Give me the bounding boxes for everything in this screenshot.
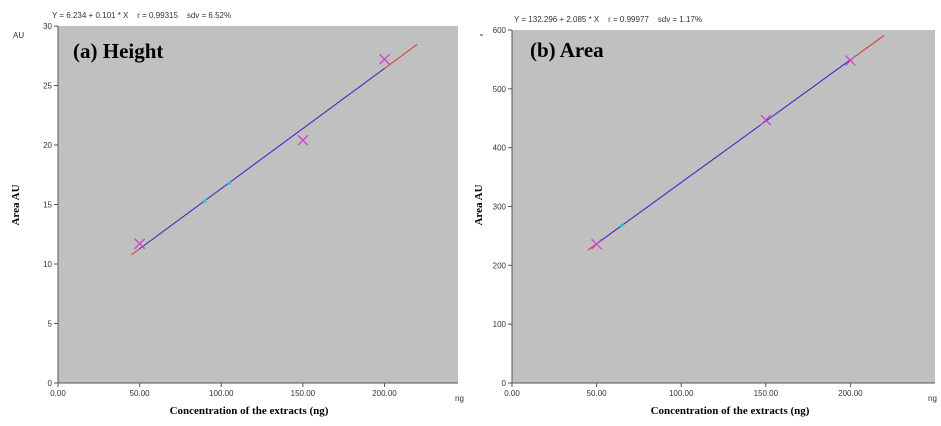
cross-stroke bbox=[134, 238, 146, 250]
y-tick-label: 15 bbox=[43, 201, 52, 210]
y-tick-label: 0 bbox=[48, 379, 53, 388]
y-tick-label: 600 bbox=[493, 26, 507, 35]
y-tick-label: 30 bbox=[43, 22, 52, 31]
data-point-dot bbox=[620, 223, 624, 227]
x-tick-label: 50.00 bbox=[130, 389, 151, 398]
y-tick-label: 10 bbox=[43, 260, 52, 269]
y-tick-label: 25 bbox=[43, 82, 52, 91]
x-unit-label: ng bbox=[455, 394, 464, 403]
x-tick-label: 100.00 bbox=[669, 389, 694, 398]
data-point-cross bbox=[379, 53, 390, 65]
y-axis-title: Area AU bbox=[10, 184, 22, 225]
data-point-cross bbox=[591, 238, 603, 250]
y-unit-label: AU bbox=[13, 31, 24, 40]
chart-height: 0 5 10 15 20 25 30 0.00 50.00 100.00 150.00 200.00 Y… bbox=[10, 11, 464, 417]
x-tick-label: 200.00 bbox=[372, 389, 397, 398]
x-tick-label: 150.00 bbox=[291, 389, 316, 398]
regression-line bbox=[139, 68, 385, 250]
x-axis-title: Concentration of the extracts (ng) bbox=[170, 405, 329, 417]
data-point-cross bbox=[760, 114, 772, 126]
x-tick-label: 100.00 bbox=[209, 389, 234, 398]
y-tick-label: 200 bbox=[493, 261, 507, 270]
y-tick-label: 20 bbox=[43, 141, 52, 150]
x-tick-label: 200.00 bbox=[838, 389, 863, 398]
y-axis-title: Area AU bbox=[473, 184, 485, 225]
x-tick-label: 0.00 bbox=[504, 389, 520, 398]
x-tick-label: 50.00 bbox=[587, 389, 608, 398]
regression-equation: Y = 6.234 + 0.101 * X r = 0.99315 sdv = … bbox=[52, 11, 231, 20]
x-tick-label: 0.00 bbox=[50, 389, 66, 398]
panel-title: (b) Area bbox=[530, 38, 604, 62]
data-point-dot bbox=[203, 199, 207, 203]
data-point-cross bbox=[844, 55, 856, 67]
plot-area bbox=[512, 30, 935, 383]
y-tick-label: 5 bbox=[48, 320, 53, 329]
regression-line bbox=[596, 59, 851, 245]
cross-stroke bbox=[379, 53, 390, 65]
cross-stroke bbox=[760, 114, 772, 126]
chart-area: 0 100 200 300 400 500 600 0.00 50.00 100.00 150.00… bbox=[473, 15, 937, 417]
x-tick-label: 150.00 bbox=[754, 389, 779, 398]
y-tick-label: 100 bbox=[493, 320, 507, 329]
y-tick-label: 300 bbox=[493, 203, 507, 212]
plot-area bbox=[58, 26, 458, 383]
cross-stroke bbox=[591, 238, 603, 250]
data-point-cross bbox=[297, 134, 309, 146]
y-tick-label: 400 bbox=[493, 144, 507, 153]
regression-equation: Y = 132.296 + 2.085 * X r = 0.99977 sdv … bbox=[514, 15, 702, 24]
x-unit-label: ng bbox=[928, 394, 937, 403]
cross-stroke bbox=[844, 55, 856, 67]
data-point-dot bbox=[227, 181, 231, 185]
data-point-cross bbox=[134, 238, 146, 250]
cross-stroke bbox=[297, 134, 309, 146]
y-tick-label: 0 bbox=[502, 379, 507, 388]
y-tick-label: 500 bbox=[493, 85, 507, 94]
panel-title: (a) Height bbox=[73, 39, 163, 63]
x-axis-title: Concentration of the extracts (ng) bbox=[651, 405, 810, 417]
